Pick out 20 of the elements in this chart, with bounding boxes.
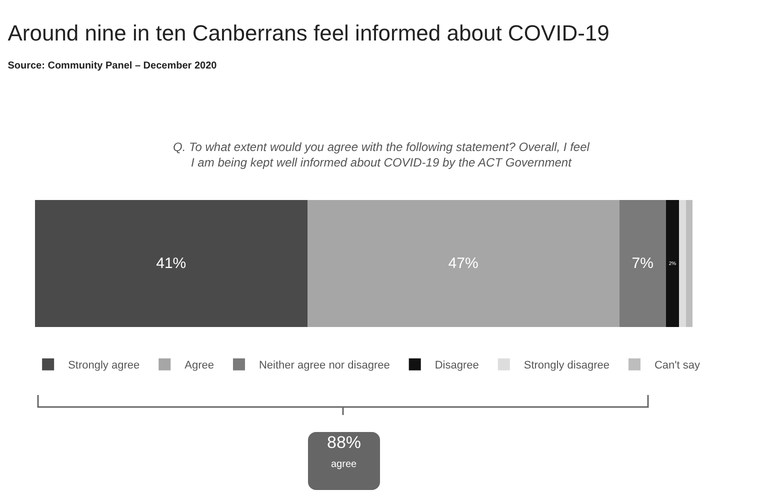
legend-label: Neither agree nor disagree — [258, 360, 390, 372]
chart-title: Around nine in ten Canberrans feel informed about COVID-19 — [8, 20, 610, 46]
bar — [666, 200, 680, 327]
text: agree — [331, 459, 358, 470]
legend-label: Strongly agree — [68, 360, 140, 372]
bar — [686, 200, 692, 327]
bar — [35, 200, 308, 327]
bar — [307, 200, 620, 327]
bar — [679, 200, 686, 327]
data-label: 47% — [448, 255, 478, 272]
legend-label: Disagree — [434, 360, 479, 372]
data-label: 7% — [632, 255, 654, 272]
data-label: 41% — [156, 255, 186, 272]
legend-label: Can't say — [654, 360, 700, 372]
bar — [619, 200, 666, 327]
text: 88% — [327, 433, 362, 452]
chart-subtitle: Source: Community Panel – December 2020 — [8, 60, 218, 72]
legend-label: Strongly disagree — [524, 360, 610, 372]
legend-label: Agree — [184, 360, 214, 372]
text: Q. To what extent would you agree with the following statement? Overall, I feel I am being kept well informed about COVID-19 by the ACT Government — [173, 140, 590, 170]
